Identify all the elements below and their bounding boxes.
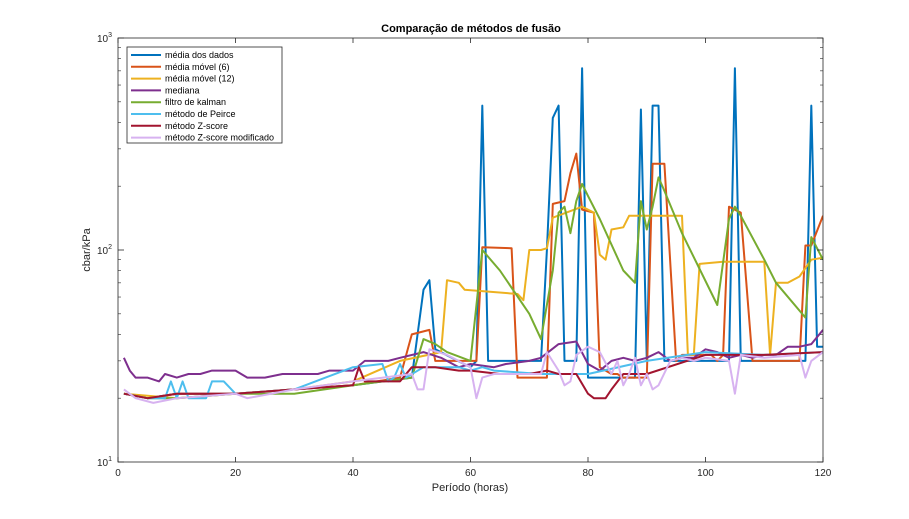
x-tick-label: 40 bbox=[347, 468, 359, 479]
y-tick-label: 101 bbox=[97, 456, 112, 469]
x-axis: 0 20 40 60 80 100 120 bbox=[115, 38, 832, 479]
legend-label: filtro de kalman bbox=[165, 97, 226, 107]
legend-label: média dos dados bbox=[165, 50, 234, 60]
legend-label: média móvel (12) bbox=[165, 74, 235, 84]
x-tick-label: 100 bbox=[697, 468, 714, 479]
series-layer bbox=[122, 67, 823, 404]
legend: média dos dados média móvel (6) média móve… bbox=[126, 46, 283, 144]
y-tick-label: 102 bbox=[97, 244, 112, 257]
x-tick-label: 120 bbox=[815, 468, 832, 479]
series-line-5 bbox=[123, 176, 823, 400]
legend-label: média móvel (6) bbox=[165, 62, 230, 72]
x-tick-label: 80 bbox=[582, 468, 594, 479]
x-tick-label: 20 bbox=[230, 468, 242, 479]
chart-title: Comparação de métodos de fusão bbox=[381, 23, 561, 35]
y-axis-label: cbar/kPa bbox=[81, 227, 93, 271]
x-axis-label: Período (horas) bbox=[432, 482, 508, 494]
legend-label: método de Peirce bbox=[165, 109, 236, 119]
series-line-3 bbox=[123, 205, 823, 400]
y-axis: 101 102 103 bbox=[97, 32, 823, 469]
series-line-8 bbox=[123, 345, 823, 404]
y-tick-label: 103 bbox=[97, 32, 112, 45]
x-tick-label: 60 bbox=[465, 468, 477, 479]
legend-label: mediana bbox=[165, 85, 200, 95]
legend-label: método Z-score bbox=[165, 121, 228, 131]
legend-box bbox=[126, 46, 283, 144]
legend-label: método Z-score modificado bbox=[165, 133, 274, 143]
x-tick-label: 0 bbox=[115, 468, 121, 479]
